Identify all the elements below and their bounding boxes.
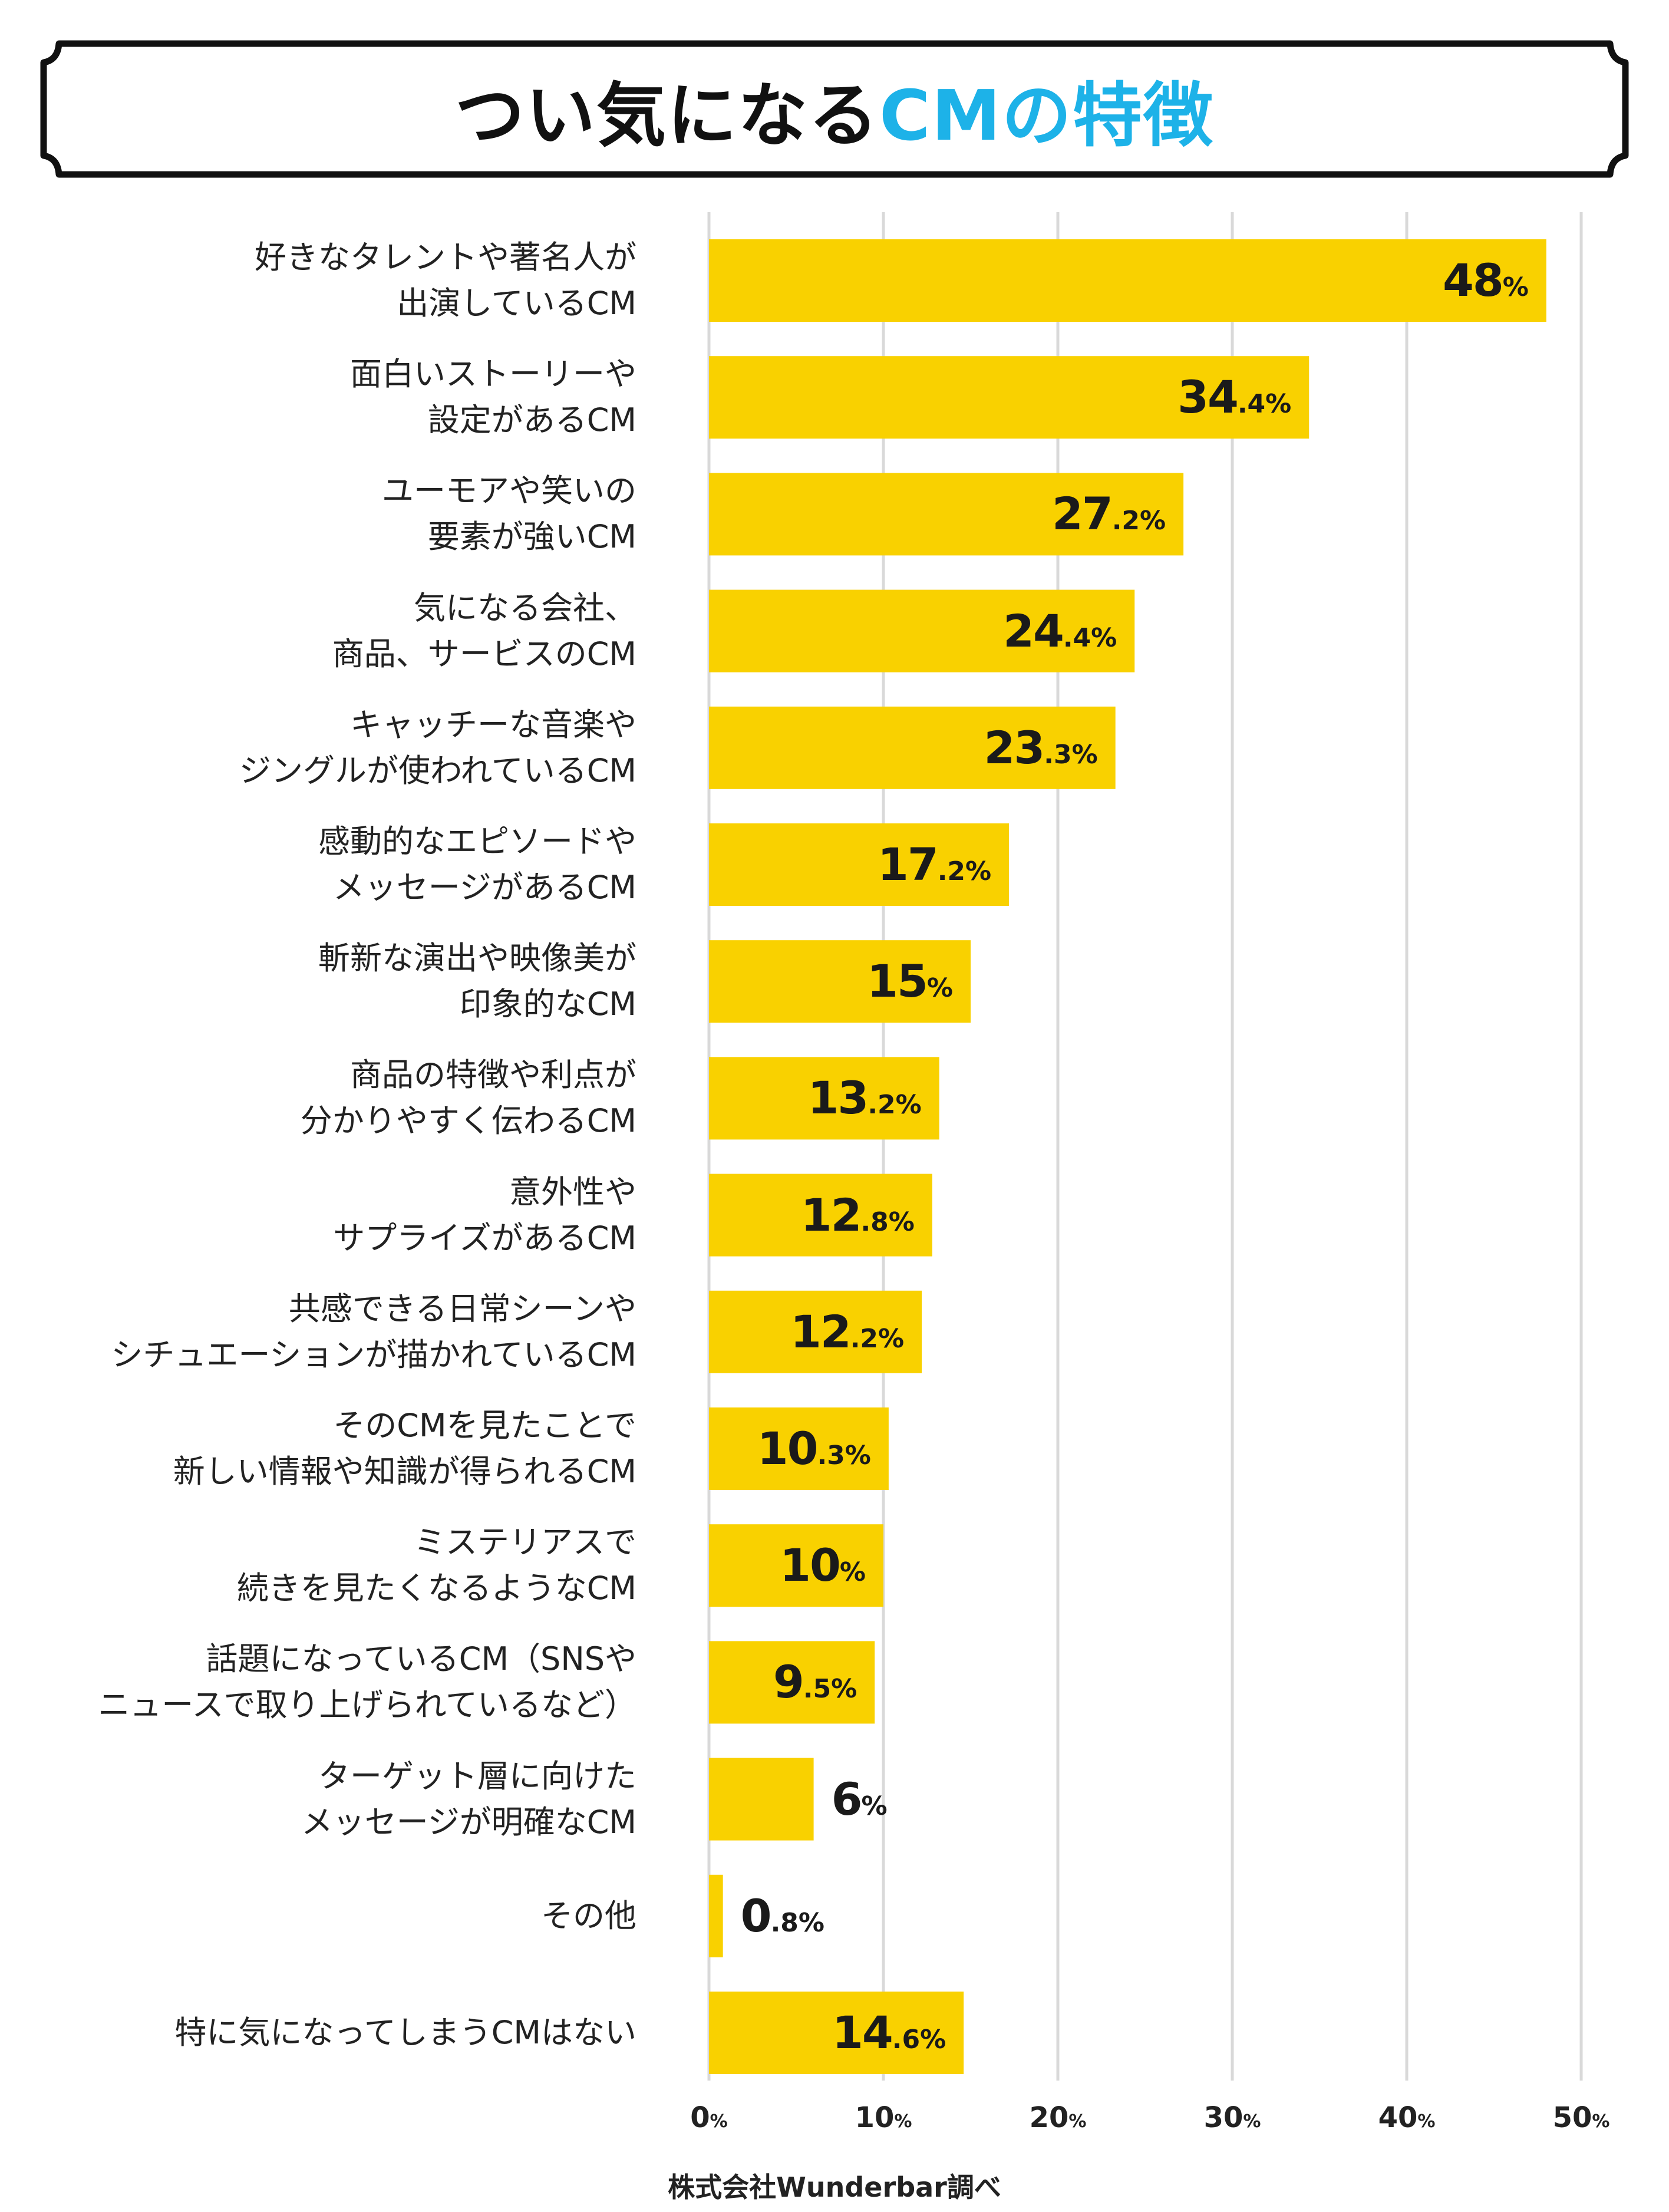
value-label-11: 10.3%	[757, 1422, 871, 1475]
x-tick-label-10: 10%	[855, 2101, 912, 2134]
value-label-12: 10%	[780, 1539, 866, 1592]
x-tick-label-0: 0%	[690, 2101, 728, 2134]
category-label-9: 意外性や サプライズがあるCM	[333, 1173, 636, 1257]
value-label-15: 0.8%	[740, 1889, 824, 1942]
category-label-12: ミステリアスで 続きを見たくなるようなCM	[236, 1524, 636, 1607]
bar-12	[709, 1524, 883, 1607]
value-label-7: 15%	[867, 955, 953, 1008]
category-label-14: ターゲット層に向けた メッセージが明確なCM	[301, 1757, 636, 1841]
bar-15	[709, 1874, 723, 1957]
category-label-3: ユーモアや笑いの 要素が強いCM	[382, 472, 636, 556]
bar-8	[709, 1057, 939, 1140]
bar-10	[709, 1290, 922, 1373]
bar-5	[709, 706, 1116, 789]
x-tick-label-50: 50%	[1552, 2101, 1610, 2134]
bar-3	[709, 473, 1184, 556]
category-label-6: 感動的なエピソードや メッセージがあるCM	[318, 823, 636, 906]
category-label-2: 面白いストーリーや 設定があるCM	[350, 355, 636, 439]
category-label-1: 好きなタレントや著名人が 出演しているCM	[255, 239, 636, 322]
value-label-6: 17.2%	[877, 838, 992, 891]
bar-2	[709, 356, 1310, 439]
x-tick-label-40: 40%	[1378, 2101, 1436, 2134]
bar-1	[709, 239, 1546, 322]
value-label-10: 12.2%	[790, 1305, 905, 1358]
bar-11	[709, 1407, 889, 1490]
bar-4	[709, 589, 1135, 672]
value-label-13: 9.5%	[773, 1656, 857, 1709]
chart-title: つい気になる CMの特徴	[0, 35, 1669, 183]
x-tick-label-30: 30%	[1203, 2101, 1261, 2134]
category-label-5: キャッチーな音楽や ジングルが使われているCM	[239, 706, 636, 789]
value-label-2: 34.4%	[1177, 371, 1292, 424]
source-note: 株式会社Wunderbar調べ	[668, 2171, 1001, 2203]
category-label-8: 商品の特徴や利点が 分かりやすく伝わるCM	[300, 1056, 636, 1140]
bar-13	[709, 1641, 875, 1724]
value-label-5: 23.3%	[984, 721, 1098, 774]
category-label-4: 気になる会社、 商品、サービスのCM	[332, 589, 636, 672]
bar-7	[709, 940, 971, 1023]
bar-9	[709, 1173, 932, 1257]
bar-6	[709, 823, 1010, 906]
value-label-3: 27.2%	[1051, 487, 1166, 540]
bar-14	[709, 1758, 814, 1841]
value-label-8: 13.2%	[807, 1072, 922, 1125]
title-frame	[40, 40, 1629, 178]
title-main-text: つい気になる	[454, 74, 879, 156]
category-label-7: 斬新な演出や映像美が 印象的なCM	[318, 939, 636, 1023]
category-label-15: その他	[541, 1897, 636, 1934]
category-label-11: そのCMを見たことで 新しい情報や知識が得られるCM	[173, 1407, 636, 1490]
x-tick-label-20: 20%	[1029, 2101, 1087, 2134]
category-label-13: 話題になっているCM（SNSや ニュースで取り上げられているなど）	[98, 1640, 636, 1724]
value-label-1: 48%	[1442, 254, 1529, 306]
value-label-4: 24.4%	[1003, 604, 1117, 657]
value-label-16: 14.6%	[832, 2006, 946, 2059]
category-label-10: 共感できる日常シーンや シチュエーションが描かれているCM	[111, 1290, 636, 1373]
title-accent-text: CMの特徴	[879, 74, 1215, 156]
value-label-14: 6%	[831, 1772, 888, 1825]
category-label-16: 特に気になってしまうCMはない	[174, 2014, 636, 2051]
bar-16	[709, 1992, 964, 2074]
value-label-9: 12.8%	[800, 1188, 915, 1241]
